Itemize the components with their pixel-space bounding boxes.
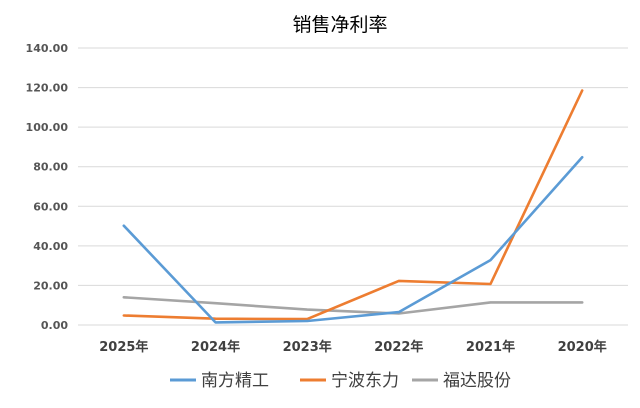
y-tick-label: 120.00 — [26, 82, 69, 95]
legend: 南方精工 宁波东力 福达股份 — [170, 371, 511, 391]
x-tick-label: 2022年 — [374, 339, 423, 355]
series-line-3 — [122, 295, 584, 315]
y-tick-label: 40.00 — [33, 240, 68, 253]
x-tick-label: 2020年 — [558, 339, 607, 355]
y-tick-label: 0.00 — [41, 319, 68, 332]
x-axis-ticks: 2025年 2024年 2023年 2022年 2021年 2020年 — [99, 339, 607, 355]
legend-label: 福达股份 — [443, 371, 511, 391]
x-tick-label: 2024年 — [191, 339, 240, 355]
gridlines — [78, 47, 628, 326]
y-tick-label: 80.00 — [33, 161, 68, 174]
y-tick-label: 100.00 — [26, 121, 69, 134]
y-axis-ticks: 0.00 20.00 40.00 60.00 80.00 100.00 120.00 140.… — [26, 42, 69, 332]
series-line-2 — [122, 89, 584, 321]
y-tick-label: 140.00 — [26, 42, 69, 55]
x-tick-label: 2021年 — [466, 339, 515, 355]
series-line-1 — [122, 155, 584, 324]
x-tick-label: 2023年 — [283, 339, 332, 355]
legend-label: 南方精工 — [201, 371, 269, 391]
legend-label: 宁波东力 — [331, 371, 399, 391]
chart-title: 销售净利率 — [292, 14, 387, 36]
x-tick-label: 2025年 — [99, 339, 148, 355]
y-tick-label: 20.00 — [33, 279, 68, 292]
series-lines — [122, 89, 584, 324]
y-tick-label: 60.00 — [33, 200, 68, 213]
